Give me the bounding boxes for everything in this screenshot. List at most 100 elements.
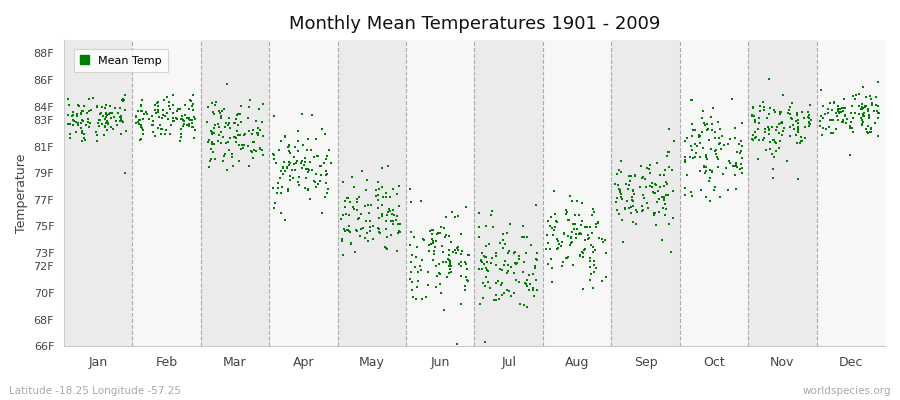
Point	[442, 266, 456, 273]
Point	[728, 163, 742, 169]
Point	[133, 137, 148, 143]
Point	[70, 120, 85, 126]
Point	[232, 142, 247, 149]
Point	[344, 240, 358, 246]
Point	[182, 116, 196, 122]
Point	[478, 339, 492, 346]
Point	[452, 261, 466, 268]
Point	[561, 254, 575, 260]
Point	[421, 242, 436, 248]
Point	[823, 117, 837, 124]
Point	[460, 266, 474, 272]
Point	[342, 223, 356, 229]
Point	[646, 212, 661, 218]
Point	[745, 112, 760, 119]
Point	[310, 181, 325, 188]
Point	[390, 191, 404, 198]
Point	[584, 212, 598, 219]
Point	[686, 154, 700, 161]
Point	[660, 181, 674, 188]
Point	[75, 125, 89, 131]
Point	[80, 116, 94, 122]
Point	[443, 258, 457, 264]
Point	[824, 130, 838, 136]
Point	[282, 143, 296, 150]
Point	[646, 189, 661, 195]
Point	[685, 121, 699, 127]
Point	[404, 268, 419, 275]
Point	[790, 117, 805, 123]
Point	[229, 120, 243, 126]
Point	[575, 250, 590, 256]
Point	[92, 117, 106, 123]
Point	[187, 134, 202, 141]
Point	[174, 116, 188, 123]
Point	[684, 96, 698, 103]
Point	[529, 277, 544, 284]
Point	[233, 119, 248, 126]
Point	[118, 107, 132, 113]
Point	[821, 110, 835, 116]
Point	[760, 115, 775, 121]
Point	[176, 118, 191, 124]
Point	[104, 102, 118, 109]
Point	[372, 214, 386, 221]
Point	[598, 274, 613, 280]
Point	[418, 294, 433, 300]
Point	[641, 204, 655, 211]
Point	[309, 184, 323, 190]
Point	[363, 217, 377, 224]
Point	[497, 261, 511, 268]
Point	[727, 134, 742, 141]
Point	[530, 287, 544, 293]
Point	[662, 221, 677, 228]
Point	[833, 108, 848, 115]
Point	[489, 292, 503, 298]
Point	[526, 293, 541, 300]
Point	[838, 113, 852, 120]
Point	[721, 141, 735, 148]
Point	[391, 230, 405, 236]
Point	[757, 104, 771, 110]
Point	[313, 178, 328, 184]
Point	[379, 194, 393, 200]
Point	[626, 186, 640, 193]
Point	[414, 197, 428, 204]
Point	[151, 103, 166, 109]
Point	[582, 255, 597, 261]
Point	[758, 126, 772, 132]
Point	[132, 117, 147, 123]
Point	[434, 224, 448, 230]
Point	[528, 264, 543, 271]
Point	[842, 152, 857, 158]
Point	[176, 122, 190, 129]
Point	[772, 111, 787, 117]
Point	[458, 283, 473, 289]
Point	[705, 169, 719, 175]
Point	[713, 140, 727, 146]
Point	[497, 262, 511, 269]
Point	[352, 194, 366, 200]
Point	[756, 136, 770, 143]
Point	[814, 86, 828, 93]
Point	[635, 174, 650, 180]
Point	[474, 259, 489, 265]
Point	[298, 154, 312, 161]
Point	[436, 249, 450, 255]
Point	[366, 223, 381, 230]
Point	[734, 142, 749, 149]
Point	[285, 166, 300, 173]
Point	[114, 131, 129, 138]
Point	[75, 117, 89, 123]
Point	[544, 256, 558, 263]
Point	[442, 270, 456, 277]
Point	[353, 233, 367, 239]
Point	[700, 120, 715, 127]
Point	[231, 132, 246, 138]
Point	[790, 176, 805, 182]
Point	[517, 268, 531, 275]
Point	[721, 158, 735, 164]
Point	[402, 186, 417, 192]
Point	[212, 110, 227, 116]
Point	[442, 233, 456, 239]
